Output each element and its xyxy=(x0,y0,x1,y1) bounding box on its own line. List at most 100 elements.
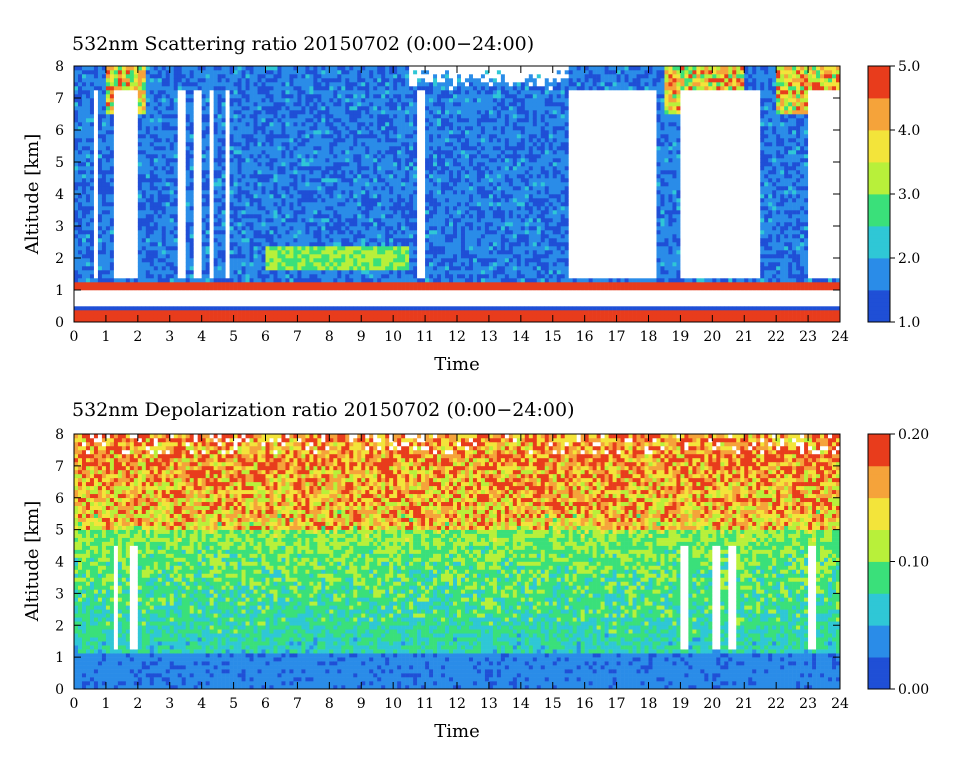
heatmap-cell xyxy=(74,182,78,186)
heatmap-cell xyxy=(118,250,122,254)
heatmap-cell xyxy=(154,106,158,110)
heatmap-cell xyxy=(78,282,82,286)
heatmap-cell xyxy=(114,202,118,206)
heatmap-cell xyxy=(178,162,182,166)
heatmap-cell xyxy=(182,278,186,282)
heatmap-cell xyxy=(162,266,166,270)
heatmap-cell xyxy=(82,110,86,114)
heatmap-cell xyxy=(86,94,90,98)
heatmap-cell xyxy=(194,250,198,254)
heatmap-cell xyxy=(182,78,186,82)
heatmap-cell xyxy=(158,78,162,82)
heatmap-cell xyxy=(126,278,130,282)
heatmap-cell xyxy=(114,122,118,126)
heatmap-cell xyxy=(94,314,98,318)
heatmap-cell xyxy=(130,258,134,262)
heatmap-cell xyxy=(166,94,170,98)
heatmap-cell xyxy=(106,114,110,118)
heatmap-cell xyxy=(126,178,130,182)
heatmap-cell xyxy=(110,210,114,214)
heatmap-cell xyxy=(90,222,94,226)
heatmap-cell xyxy=(134,262,138,266)
heatmap-cell xyxy=(162,150,166,154)
heatmap-cell xyxy=(162,122,166,126)
heatmap-cell xyxy=(98,82,102,86)
heatmap-cell xyxy=(190,302,194,306)
heatmap-cell xyxy=(178,118,182,122)
heatmap-cell xyxy=(158,306,162,310)
heatmap-cell xyxy=(134,250,138,254)
heatmap-cell xyxy=(154,158,158,162)
heatmap-cell xyxy=(174,262,178,266)
heatmap-cell xyxy=(130,302,134,306)
heatmap-cell xyxy=(198,126,202,130)
heatmap-cell xyxy=(86,210,90,214)
heatmap-cell xyxy=(78,182,82,186)
heatmap-cell xyxy=(166,106,170,110)
heatmap-cell xyxy=(190,274,194,278)
heatmap-cell xyxy=(98,190,102,194)
heatmap-cell xyxy=(86,162,90,166)
heatmap-cell xyxy=(182,154,186,158)
heatmap-cell xyxy=(162,106,166,110)
heatmap-cell xyxy=(130,170,134,174)
heatmap-cell xyxy=(82,290,86,294)
heatmap-cell xyxy=(158,218,162,222)
heatmap-cell xyxy=(90,190,94,194)
heatmap-cell xyxy=(202,282,206,286)
heatmap-cell xyxy=(190,250,194,254)
heatmap-cell xyxy=(190,114,194,118)
heatmap-cell xyxy=(106,126,110,130)
heatmap-cell xyxy=(102,146,106,150)
heatmap-cell xyxy=(114,226,118,230)
heatmap-cell xyxy=(154,78,158,82)
heatmap-cell xyxy=(198,254,202,258)
heatmap-cell xyxy=(166,258,170,262)
heatmap-cell xyxy=(86,246,90,250)
heatmap-cell xyxy=(134,158,138,162)
heatmap-cell xyxy=(106,286,110,290)
heatmap-cell xyxy=(74,162,78,166)
heatmap-cell xyxy=(174,274,178,278)
heatmap-cell xyxy=(90,86,94,90)
heatmap-cell xyxy=(202,266,206,270)
heatmap-cell xyxy=(150,150,154,154)
heatmap-cell xyxy=(86,90,90,94)
heatmap-cell xyxy=(146,234,150,238)
heatmap-cell xyxy=(106,214,110,218)
heatmap-cell xyxy=(98,94,102,98)
heatmap-cell xyxy=(186,226,190,230)
heatmap-cell xyxy=(158,282,162,286)
heatmap-cell xyxy=(130,306,134,310)
heatmap-cell xyxy=(158,126,162,130)
heatmap-cell xyxy=(114,86,118,90)
heatmap-cell xyxy=(182,86,186,90)
heatmap-cell xyxy=(162,270,166,274)
heatmap-cell xyxy=(98,130,102,134)
heatmap-cell xyxy=(194,230,198,234)
heatmap-cell xyxy=(158,286,162,290)
heatmap-cell xyxy=(130,94,134,98)
heatmap-cell xyxy=(190,202,194,206)
heatmap-cell xyxy=(118,206,122,210)
heatmap-cell xyxy=(102,214,106,218)
heatmap-cell xyxy=(178,138,182,142)
heatmap-cell xyxy=(174,154,178,158)
heatmap-cell xyxy=(190,118,194,122)
heatmap-cell xyxy=(142,202,146,206)
heatmap-cell xyxy=(142,118,146,122)
heatmap-cell xyxy=(138,66,142,70)
heatmap-cell xyxy=(194,226,198,230)
heatmap-cell xyxy=(146,310,150,314)
heatmap-cell xyxy=(174,162,178,166)
heatmap-cell xyxy=(142,286,146,290)
heatmap-cell xyxy=(74,238,78,242)
heatmap-cell xyxy=(182,94,186,98)
heatmap-cell xyxy=(142,82,146,86)
heatmap-cell xyxy=(138,298,142,302)
heatmap-cell xyxy=(170,294,174,298)
heatmap-cell xyxy=(90,282,94,286)
heatmap-cell xyxy=(170,266,174,270)
heatmap-cell xyxy=(126,266,130,270)
heatmap-cell xyxy=(170,250,174,254)
